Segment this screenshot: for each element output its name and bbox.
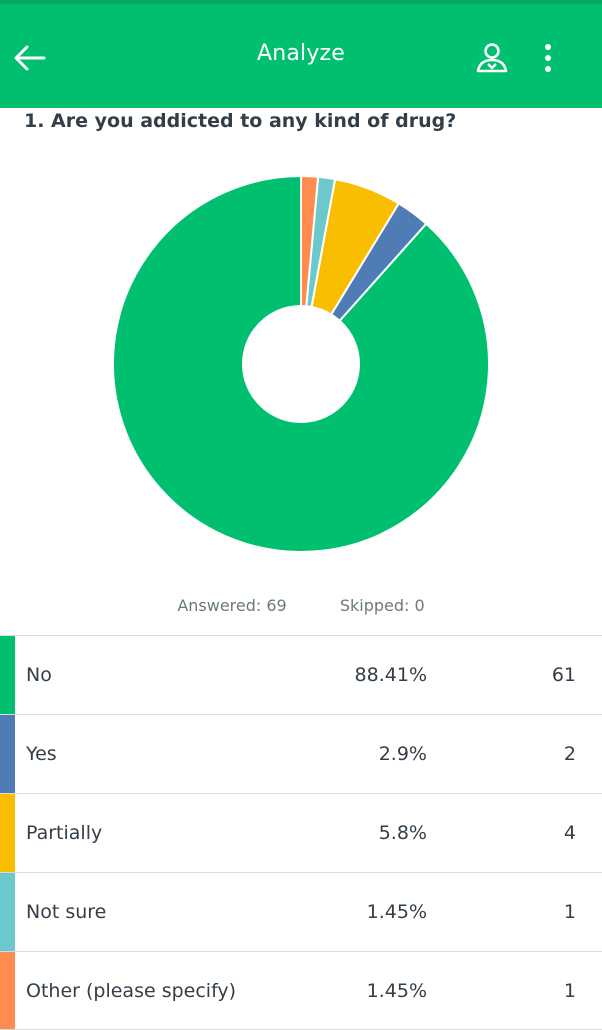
table-row[interactable]: Other (please specify) 1.45% 1 xyxy=(0,951,602,1030)
table-row[interactable]: Not sure 1.45% 1 xyxy=(0,872,602,951)
app-bar: Analyze xyxy=(0,0,602,108)
question-title: 1. Are you addicted to any kind of drug? xyxy=(24,110,457,132)
answer-count: 61 xyxy=(551,664,576,686)
table-row[interactable]: Yes 2.9% 2 xyxy=(0,714,602,793)
skipped-count: Skipped: 0 xyxy=(339,596,425,615)
answer-label: Partially xyxy=(26,822,103,844)
back-button[interactable] xyxy=(8,36,52,80)
color-swatch xyxy=(0,794,15,872)
answer-count: 1 xyxy=(563,980,576,1002)
table-row[interactable]: No 88.41% 61 xyxy=(0,635,602,714)
color-swatch xyxy=(0,952,15,1029)
answer-percent: 5.8% xyxy=(378,822,427,844)
table-row[interactable]: Partially 5.8% 4 xyxy=(0,793,602,872)
color-swatch xyxy=(0,873,15,951)
answer-label: Yes xyxy=(26,743,57,765)
answer-percent: 2.9% xyxy=(378,743,427,765)
answer-percent: 1.45% xyxy=(366,901,427,923)
answer-percent: 1.45% xyxy=(366,980,427,1002)
share-button[interactable] xyxy=(470,36,514,80)
answer-count: 1 xyxy=(563,901,576,923)
response-summary: Answered: 69 Skipped: 0 xyxy=(0,596,602,615)
page-title: Analyze xyxy=(256,41,346,66)
more-options-button[interactable] xyxy=(528,36,568,80)
answer-label: Other (please specify) xyxy=(26,980,237,1002)
color-swatch xyxy=(0,715,15,793)
user-share-icon xyxy=(476,43,508,73)
answer-count: 2 xyxy=(563,743,576,765)
donut-chart xyxy=(112,174,490,553)
answer-table: No 88.41% 61 Yes 2.9% 2 Partially 5.8% 4… xyxy=(0,635,602,1030)
answer-label: Not sure xyxy=(26,901,107,923)
more-vertical-icon xyxy=(545,44,551,72)
donut-slice-other-please-specify[interactable] xyxy=(300,174,320,308)
arrow-left-icon xyxy=(14,45,46,71)
answered-count: Answered: 69 xyxy=(177,596,287,615)
donut-slice-no[interactable] xyxy=(112,174,490,553)
color-swatch xyxy=(0,636,15,714)
answer-percent: 88.41% xyxy=(354,664,427,686)
answer-label: No xyxy=(26,664,52,686)
answer-count: 4 xyxy=(563,822,576,844)
